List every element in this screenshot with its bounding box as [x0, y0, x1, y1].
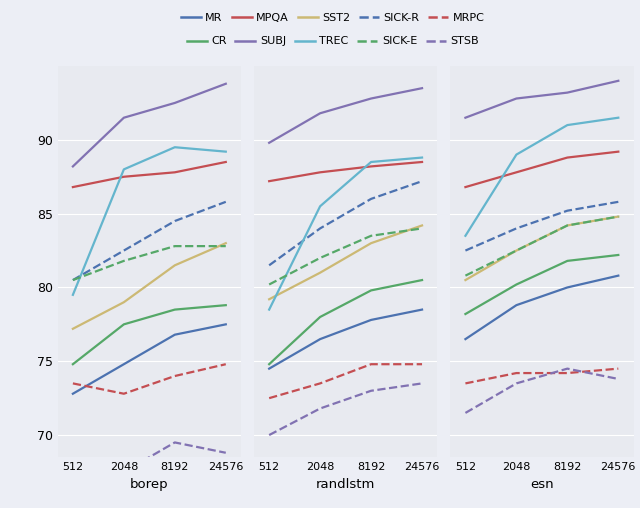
Legend: MR, MPQA, SST2, SICK-R, MRPC: MR, MPQA, SST2, SICK-R, MRPC [177, 8, 489, 27]
X-axis label: esn: esn [530, 478, 554, 491]
Legend: CR, SUBJ, TREC, SICK-E, STSB: CR, SUBJ, TREC, SICK-E, STSB [182, 32, 483, 51]
X-axis label: randlstm: randlstm [316, 478, 375, 491]
X-axis label: borep: borep [130, 478, 169, 491]
